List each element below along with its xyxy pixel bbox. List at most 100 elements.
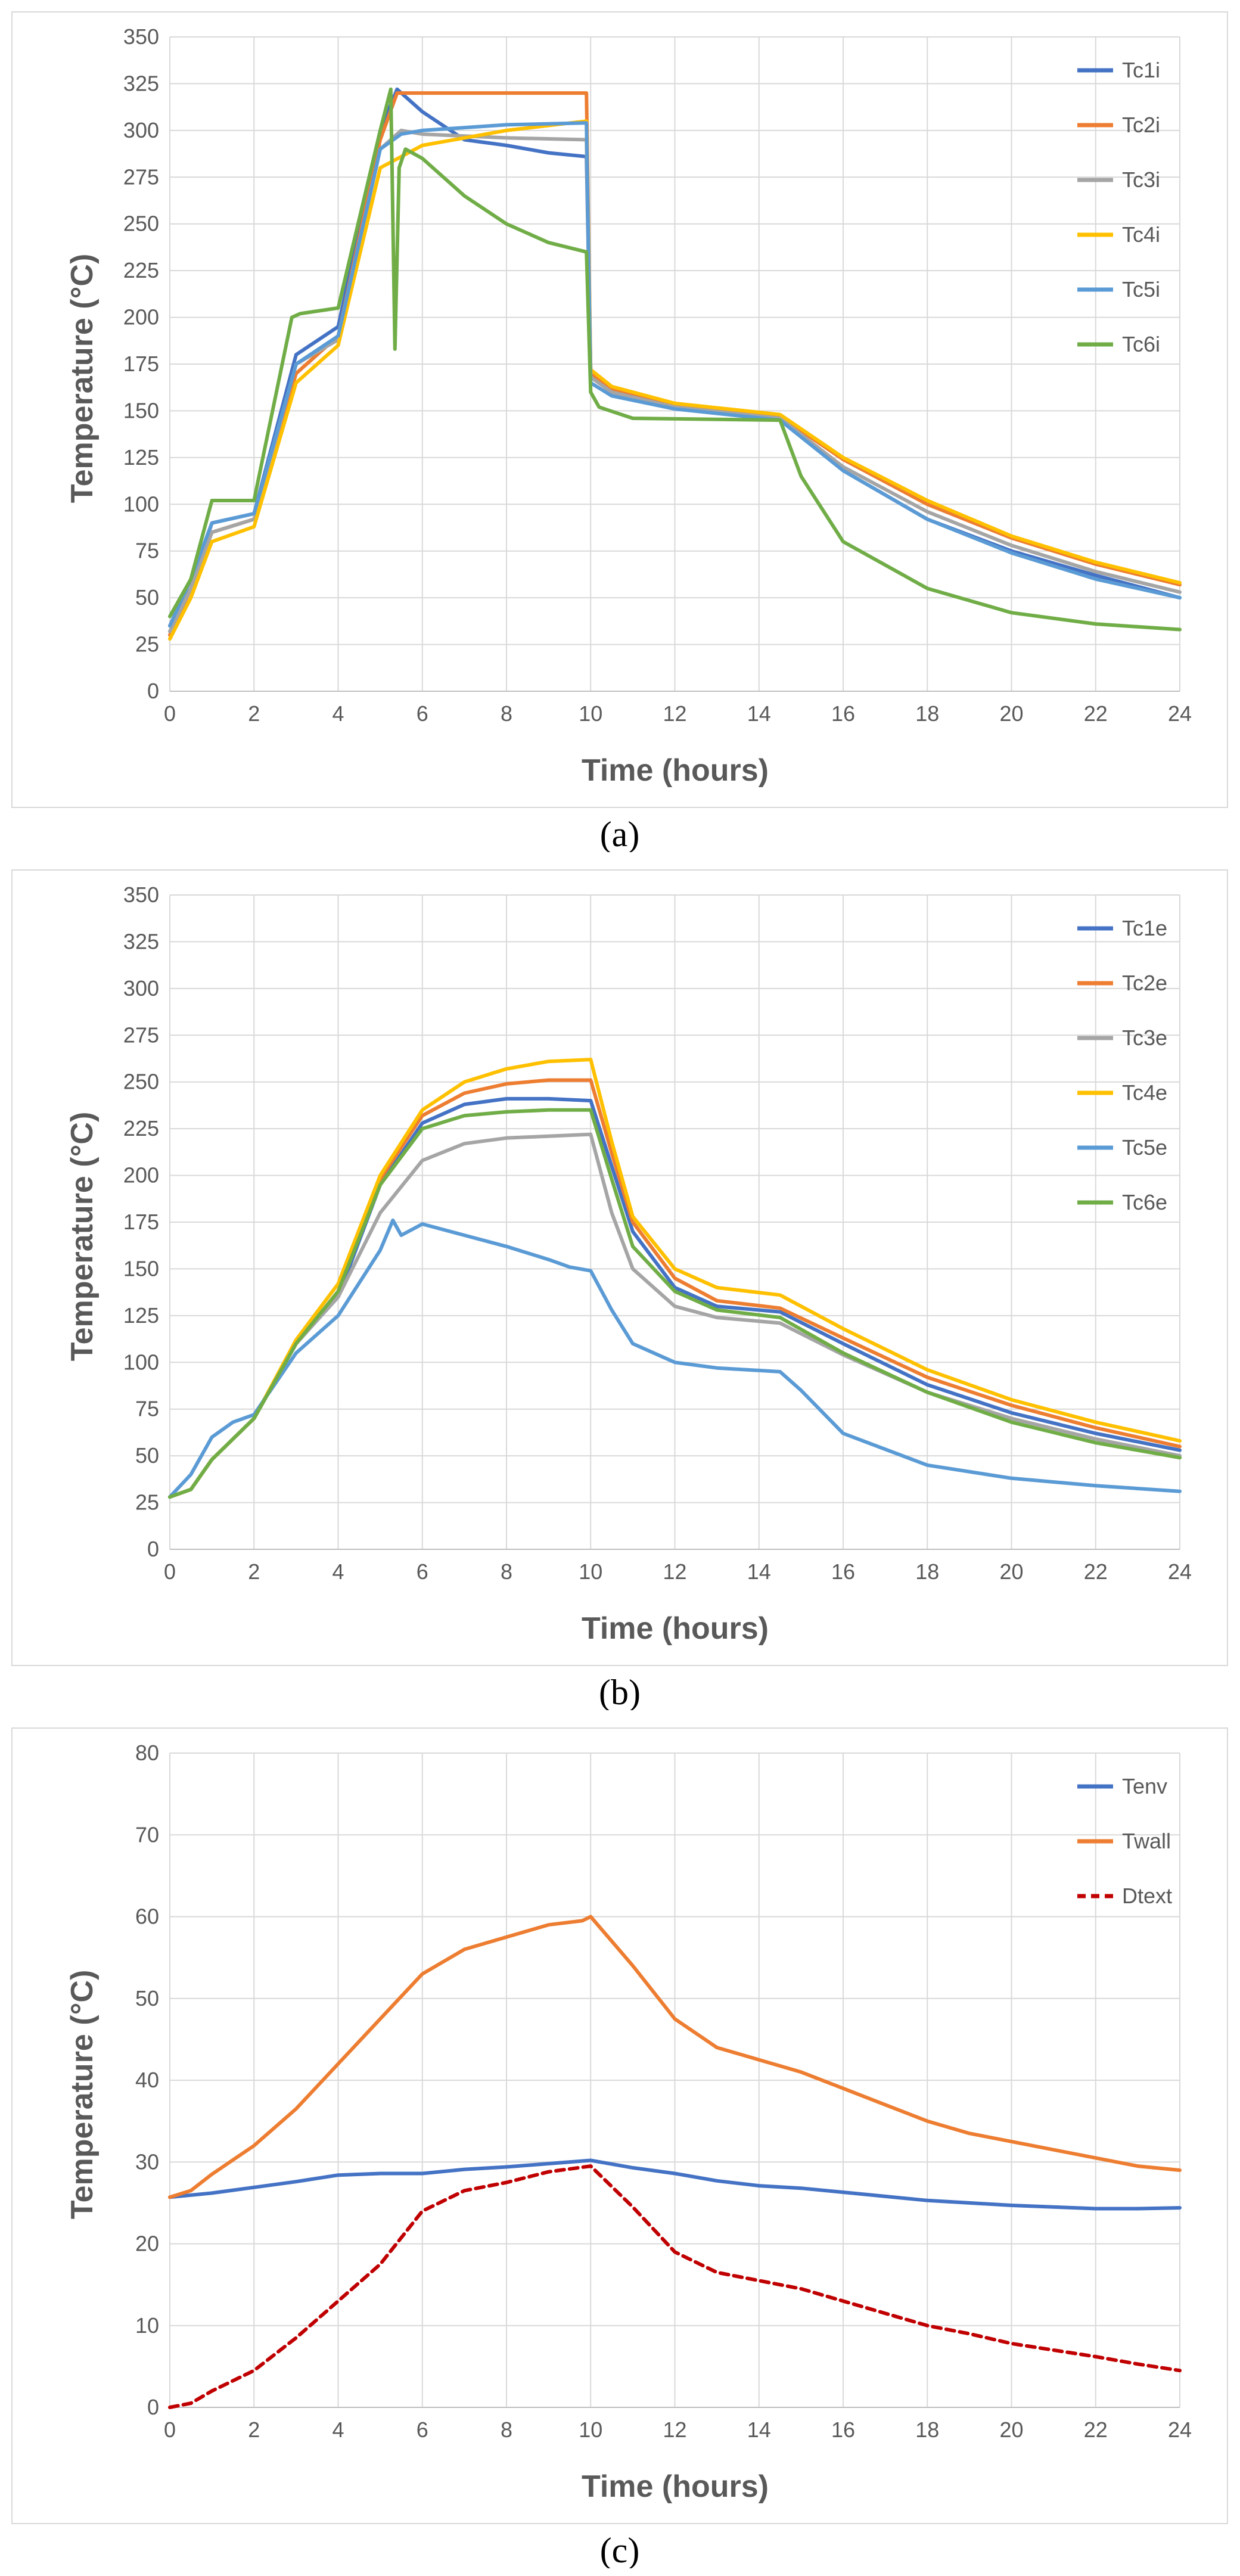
chart-b-caption: (b) bbox=[599, 1673, 641, 1710]
series-line-dtext bbox=[168, 2164, 1182, 2409]
chart-a-x-axis-label: Time (hours) bbox=[582, 753, 769, 788]
x-tick-label: 22 bbox=[1084, 701, 1108, 726]
x-tick-label: 8 bbox=[501, 2417, 512, 2442]
x-tick-label: 16 bbox=[831, 2417, 855, 2442]
legend-label-tc3e: Tc3e bbox=[1122, 1026, 1167, 1050]
series-line-tc6i bbox=[168, 87, 1182, 632]
series-line-tenv bbox=[168, 2158, 1182, 2211]
y-tick-label: 200 bbox=[123, 1163, 159, 1188]
x-tick-label: 10 bbox=[579, 1559, 602, 1584]
legend-label-tc4i: Tc4i bbox=[1122, 222, 1160, 247]
chart-b-axes: 0255075100125150175200225250275300325350… bbox=[123, 883, 1192, 1584]
y-tick-label: 100 bbox=[123, 492, 159, 516]
y-tick-label: 300 bbox=[123, 976, 159, 1000]
y-tick-label: 275 bbox=[123, 1023, 159, 1047]
y-tick-label: 100 bbox=[123, 1350, 159, 1374]
legend-label-tenv: Tenv bbox=[1122, 1774, 1167, 1798]
legend-label-tc2e: Tc2e bbox=[1122, 971, 1167, 995]
y-tick-label: 10 bbox=[135, 2313, 159, 2338]
x-tick-label: 2 bbox=[248, 1559, 260, 1584]
x-tick-label: 18 bbox=[915, 1559, 939, 1584]
x-tick-label: 18 bbox=[915, 2417, 939, 2442]
y-tick-label: 25 bbox=[135, 632, 159, 657]
y-tick-label: 325 bbox=[123, 71, 159, 95]
y-tick-label: 75 bbox=[135, 1397, 159, 1421]
chart-c-caption: (c) bbox=[600, 2531, 640, 2568]
chart-b-legend: Tc1e Tc2e Tc3e Tc4e Tc5e Tc6e bbox=[1077, 916, 1167, 1214]
series-line-tc6e bbox=[168, 1108, 1182, 1499]
chart-b: 0255075100125150175200225250275300325350… bbox=[11, 869, 1228, 1710]
legend-label-tc5e: Tc5e bbox=[1122, 1135, 1167, 1160]
chart-c-x-axis-label: Time (hours) bbox=[582, 2469, 769, 2504]
x-tick-label: 2 bbox=[248, 701, 260, 726]
x-tick-label: 20 bbox=[999, 1559, 1023, 1584]
y-tick-label: 75 bbox=[135, 539, 159, 563]
chart-a-series bbox=[168, 87, 1182, 641]
x-tick-label: 22 bbox=[1084, 2417, 1108, 2442]
series-line-twall bbox=[168, 1915, 1182, 2199]
x-tick-label: 16 bbox=[831, 1559, 855, 1584]
y-tick-label: 200 bbox=[123, 305, 159, 330]
legend-label-twall: Twall bbox=[1122, 1829, 1171, 1853]
legend-label-tc3i: Tc3i bbox=[1122, 167, 1160, 192]
x-tick-label: 18 bbox=[915, 701, 939, 726]
x-tick-label: 22 bbox=[1084, 1559, 1108, 1584]
legend-label-dtext: Dtext bbox=[1122, 1884, 1172, 1908]
chart-c-grid bbox=[169, 1752, 1180, 2408]
y-tick-label: 150 bbox=[123, 1256, 159, 1281]
y-tick-label: 0 bbox=[147, 1537, 159, 1561]
y-tick-label: 275 bbox=[123, 164, 159, 189]
chart-a-grid bbox=[169, 36, 1180, 692]
y-tick-label: 250 bbox=[123, 212, 159, 236]
x-tick-label: 10 bbox=[579, 701, 602, 726]
x-tick-label: 12 bbox=[663, 2417, 686, 2442]
y-tick-label: 50 bbox=[135, 1986, 159, 2011]
chart-b-y-axis-label: Temperature (°C) bbox=[65, 1112, 100, 1362]
legend-label-tc2i: Tc2i bbox=[1122, 113, 1160, 137]
chart-b-grid bbox=[169, 894, 1180, 1550]
y-tick-label: 325 bbox=[123, 929, 159, 953]
chart-b-x-axis-label: Time (hours) bbox=[582, 1611, 769, 1646]
chart-c-series bbox=[168, 1915, 1182, 2409]
x-tick-label: 8 bbox=[501, 1559, 512, 1584]
y-tick-label: 300 bbox=[123, 118, 159, 142]
chart-a-caption: (a) bbox=[600, 815, 640, 852]
y-tick-label: 125 bbox=[123, 445, 159, 470]
legend-label-tc1i: Tc1i bbox=[1122, 58, 1160, 82]
x-tick-label: 4 bbox=[332, 701, 344, 726]
chart-c-legend: Tenv Twall Dtext bbox=[1077, 1774, 1172, 1908]
y-tick-label: 225 bbox=[123, 1116, 159, 1141]
y-tick-label: 50 bbox=[135, 1443, 159, 1468]
y-tick-label: 175 bbox=[123, 352, 159, 376]
x-tick-label: 8 bbox=[501, 701, 512, 726]
y-tick-label: 50 bbox=[135, 585, 159, 610]
x-tick-label: 6 bbox=[417, 1559, 428, 1584]
x-tick-label: 14 bbox=[747, 1559, 771, 1584]
chart-b-series bbox=[168, 1058, 1182, 1499]
chart-b-frame bbox=[11, 869, 1228, 1666]
y-tick-label: 250 bbox=[123, 1070, 159, 1094]
x-tick-label: 4 bbox=[332, 2417, 344, 2442]
legend-label-tc4e: Tc4e bbox=[1122, 1080, 1167, 1105]
series-line-tc4i bbox=[168, 119, 1182, 641]
legend-label-tc5i: Tc5i bbox=[1122, 277, 1160, 302]
y-tick-label: 0 bbox=[147, 2395, 159, 2419]
y-tick-label: 25 bbox=[135, 1490, 159, 1515]
x-tick-label: 24 bbox=[1168, 2417, 1192, 2442]
x-tick-label: 0 bbox=[164, 1559, 176, 1584]
y-tick-label: 0 bbox=[147, 679, 159, 703]
x-tick-label: 16 bbox=[831, 701, 855, 726]
x-tick-label: 12 bbox=[663, 1559, 686, 1584]
x-tick-label: 24 bbox=[1168, 1559, 1192, 1584]
series-line-tc5i bbox=[168, 121, 1182, 628]
y-tick-label: 40 bbox=[135, 2068, 159, 2092]
x-tick-label: 14 bbox=[747, 701, 771, 726]
legend-label-tc1e: Tc1e bbox=[1122, 916, 1167, 940]
x-tick-label: 14 bbox=[747, 2417, 771, 2442]
x-tick-label: 6 bbox=[417, 701, 428, 726]
chart-a-axes: 0255075100125150175200225250275300325350… bbox=[123, 24, 1192, 726]
y-tick-label: 175 bbox=[123, 1210, 159, 1234]
x-tick-label: 4 bbox=[332, 1559, 344, 1584]
